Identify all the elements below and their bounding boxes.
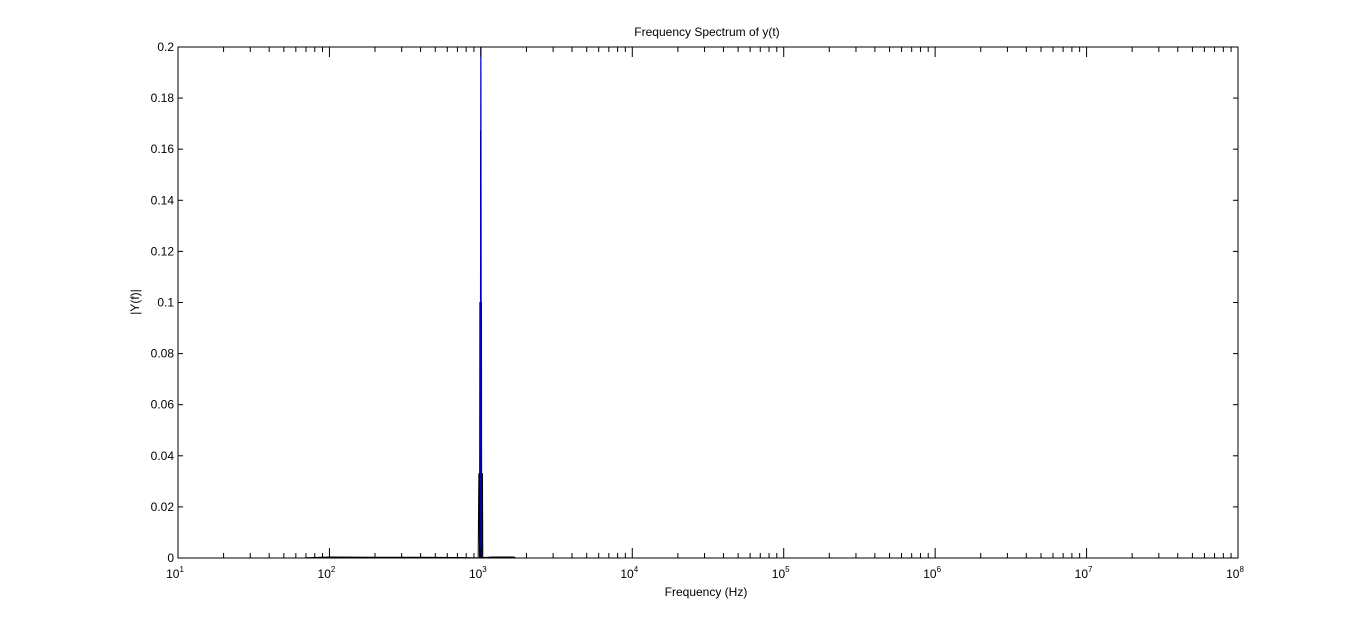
- ticks-layer: 0 0.02 0.04 0.06 0.08 0.1 0.12 0.14 0.16 0.18 0.2 1…: [151, 40, 1245, 581]
- chart-title: Frequency Spectrum of y(t): [634, 25, 779, 39]
- y-tick-label: 0: [167, 551, 174, 565]
- y-tick-label: 0.12: [151, 244, 175, 258]
- x-axis-label: Frequency (Hz): [665, 585, 748, 599]
- y-axis-label: |Y(f)|: [128, 289, 142, 315]
- x-tick-label: 105: [772, 565, 790, 581]
- y-tick-label: 0.04: [151, 449, 175, 463]
- plot-background: [178, 47, 1238, 558]
- y-tick-label: 0.18: [151, 91, 175, 105]
- x-tick-label: 103: [469, 565, 487, 581]
- x-tick-label: 108: [1226, 565, 1244, 581]
- y-tick-label: 0.06: [151, 398, 175, 412]
- y-tick-label: 0.16: [151, 142, 175, 156]
- y-tick-label: 0.14: [151, 193, 175, 207]
- x-tick-label: 104: [620, 565, 638, 581]
- y-tick-label: 0.02: [151, 500, 175, 514]
- y-tick-label: 0.2: [157, 40, 174, 54]
- x-tick-label: 106: [923, 565, 941, 581]
- x-tick-label: 101: [166, 565, 184, 581]
- x-tick-label: 107: [1075, 565, 1093, 581]
- x-tick-label: 102: [318, 565, 336, 581]
- plot-frame: [177, 46, 1239, 559]
- y-tick-label: 0.08: [151, 347, 175, 361]
- y-tick-label: 0.1: [157, 296, 174, 310]
